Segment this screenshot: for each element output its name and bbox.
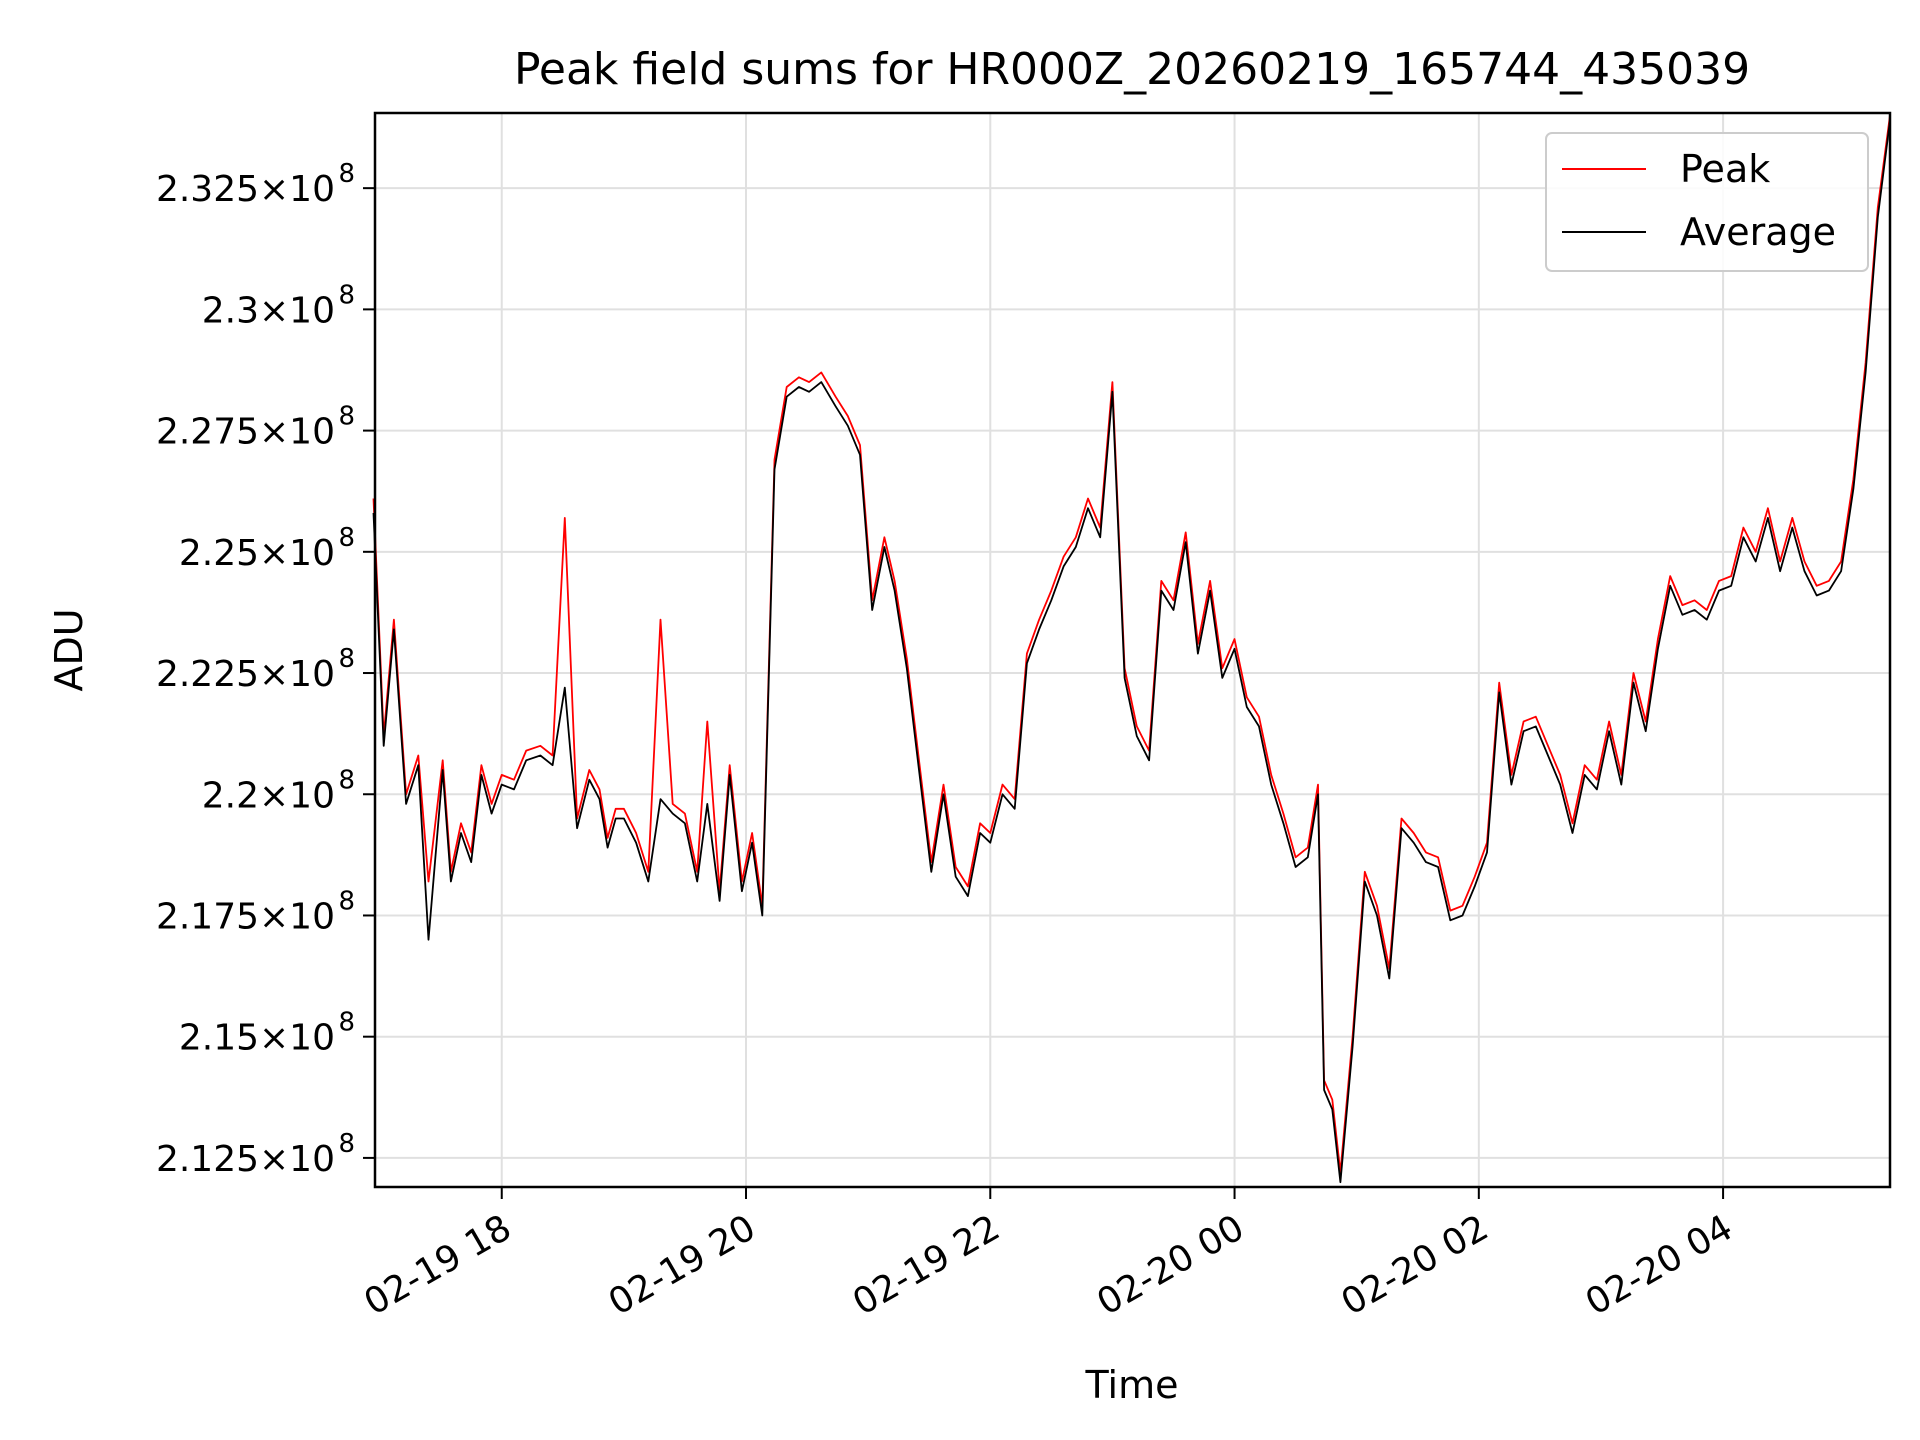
y-tick-label: 82.225×10 — [156, 644, 355, 695]
y-tick-mantissa: 2.325×10 — [156, 169, 335, 210]
y-tick-label: 82.325×10 — [156, 159, 355, 210]
y-tick-value: 2.2 — [202, 775, 259, 816]
y-tick-value: 2.225 — [156, 654, 259, 695]
y-tick-value: 2.275 — [156, 412, 259, 453]
y-tick-mantissa: 2.2×10 — [202, 775, 335, 816]
y-tick-mantissa: 2.15×10 — [179, 1018, 335, 1059]
y-tick-scale: ×10 — [259, 896, 335, 937]
y-tick-exponent: 8 — [338, 765, 355, 795]
grid — [375, 113, 1890, 1187]
y-tick-value: 2.125 — [156, 1139, 259, 1180]
y-tick-scale: ×10 — [259, 533, 335, 574]
y-tick-label: 82.3×10 — [202, 280, 355, 331]
y-tick-value: 2.325 — [156, 169, 259, 210]
y-tick-label: 82.125×10 — [156, 1129, 355, 1180]
y-tick-mantissa: 2.175×10 — [156, 896, 335, 937]
y-tick-mantissa: 2.3×10 — [202, 290, 335, 331]
y-tick-label: 82.275×10 — [156, 402, 355, 453]
y-tick-label: 82.175×10 — [156, 886, 355, 937]
y-axis: 82.125×1082.15×1082.175×1082.2×1082.225×… — [156, 159, 375, 1180]
plot-frame — [373, 111, 1892, 1189]
y-tick-label: 82.25×10 — [179, 523, 355, 574]
y-tick-exponent: 8 — [338, 1008, 355, 1038]
y-tick-mantissa: 2.125×10 — [156, 1139, 335, 1180]
y-tick-mantissa: 2.275×10 — [156, 412, 335, 453]
legend-box — [1545, 132, 1869, 272]
y-tick-scale: ×10 — [259, 775, 335, 816]
y-tick-label: 82.2×10 — [202, 765, 355, 816]
y-tick-exponent: 8 — [338, 644, 355, 674]
y-tick-exponent: 8 — [338, 159, 355, 189]
series-line-average — [372, 120, 1891, 1184]
x-axis-label: Time — [1085, 1363, 1179, 1407]
y-tick-scale: ×10 — [259, 1018, 335, 1059]
legend: Peak Average — [1545, 132, 1869, 272]
y-tick-value: 2.175 — [156, 896, 259, 937]
y-axis-label: ADU — [47, 608, 91, 691]
y-tick-value: 2.25 — [179, 533, 259, 574]
y-tick-value: 2.15 — [179, 1018, 259, 1059]
y-tick-mantissa: 2.225×10 — [156, 654, 335, 695]
legend-average-label: Average — [1680, 210, 1836, 254]
y-tick-exponent: 8 — [338, 523, 355, 553]
y-tick-scale: ×10 — [259, 290, 335, 331]
y-tick-value: 2.3 — [202, 290, 259, 331]
y-tick-scale: ×10 — [259, 1139, 335, 1180]
y-tick-mantissa: 2.25×10 — [179, 533, 335, 574]
legend-peak-label: Peak — [1680, 147, 1770, 191]
y-tick-scale: ×10 — [259, 654, 335, 695]
y-tick-exponent: 8 — [338, 280, 355, 310]
y-tick-exponent: 8 — [338, 1129, 355, 1159]
y-tick-label: 82.15×10 — [179, 1008, 355, 1059]
y-tick-scale: ×10 — [259, 169, 335, 210]
chart-title: Peak field sums for HR000Z_20260219_1657… — [514, 44, 1750, 95]
y-tick-exponent: 8 — [338, 402, 355, 432]
y-tick-exponent: 8 — [338, 886, 355, 916]
y-tick-scale: ×10 — [259, 412, 335, 453]
series-layer — [372, 115, 1891, 1184]
